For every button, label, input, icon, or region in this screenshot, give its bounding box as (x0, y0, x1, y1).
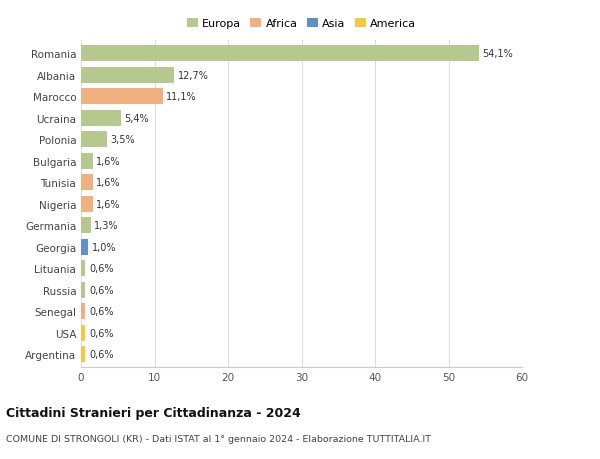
Text: 0,6%: 0,6% (89, 263, 113, 274)
Bar (81, 89, 163, 105)
Text: 11,1%: 11,1% (166, 92, 197, 102)
Text: 0,6%: 0,6% (89, 285, 113, 295)
Bar (81, 132, 107, 148)
Bar (81, 261, 85, 277)
Text: 1,3%: 1,3% (94, 221, 119, 231)
Text: 1,6%: 1,6% (97, 199, 121, 209)
Bar (81, 111, 121, 127)
Bar (81, 46, 479, 62)
Bar (81, 67, 175, 84)
Bar (81, 153, 93, 169)
Legend: Europa, Africa, Asia, America: Europa, Africa, Asia, America (182, 14, 421, 34)
Text: 3,5%: 3,5% (110, 135, 135, 145)
Text: 12,7%: 12,7% (178, 71, 209, 81)
Bar (81, 303, 85, 319)
Bar (81, 196, 93, 213)
Text: Cittadini Stranieri per Cittadinanza - 2024: Cittadini Stranieri per Cittadinanza - 2… (6, 406, 301, 419)
Text: 1,0%: 1,0% (92, 242, 116, 252)
Text: 0,6%: 0,6% (89, 307, 113, 316)
Bar (81, 175, 93, 191)
Text: 1,6%: 1,6% (97, 178, 121, 188)
Text: 1,6%: 1,6% (97, 157, 121, 166)
Text: 5,4%: 5,4% (124, 113, 149, 123)
Text: 0,6%: 0,6% (89, 328, 113, 338)
Bar (81, 325, 85, 341)
Text: COMUNE DI STRONGOLI (KR) - Dati ISTAT al 1° gennaio 2024 - Elaborazione TUTTITAL: COMUNE DI STRONGOLI (KR) - Dati ISTAT al… (6, 434, 431, 443)
Text: 54,1%: 54,1% (482, 49, 513, 59)
Bar (81, 239, 88, 255)
Bar (81, 282, 85, 298)
Text: 0,6%: 0,6% (89, 349, 113, 359)
Bar (81, 218, 91, 234)
Bar (81, 346, 85, 362)
